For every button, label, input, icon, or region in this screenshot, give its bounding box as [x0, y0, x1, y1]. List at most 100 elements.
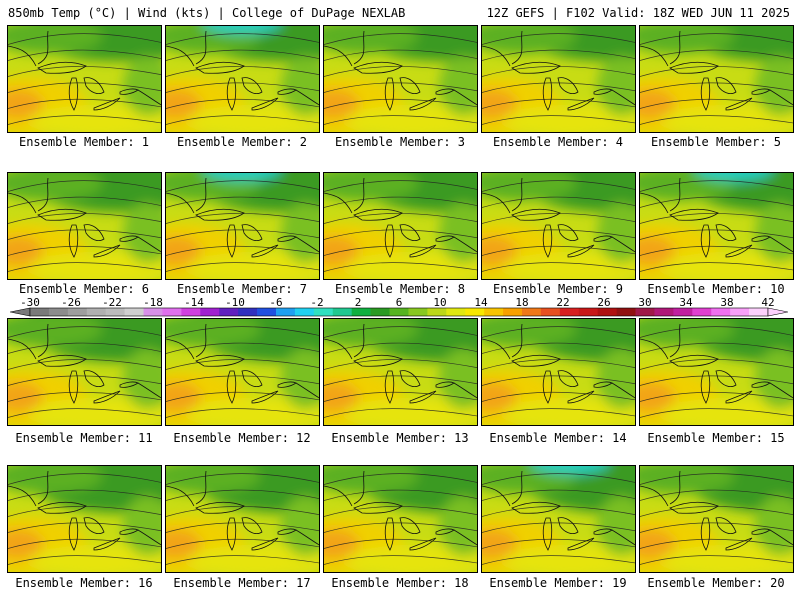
colorbar-swatch — [408, 308, 428, 316]
colorbar-tick-label: -26 — [61, 296, 81, 309]
colorbar-tick-label: 10 — [433, 296, 447, 309]
colorbar-swatch — [692, 308, 712, 316]
ensemble-member-label: Ensemble Member: 18 — [331, 576, 469, 590]
ensemble-member-map — [639, 318, 794, 426]
ensemble-member-map — [481, 465, 636, 573]
colorbar-swatch — [143, 308, 163, 316]
ensemble-member-label: Ensemble Member: 17 — [173, 576, 311, 590]
temperature-colorbar — [10, 307, 788, 317]
colorbar-swatch — [162, 308, 182, 316]
ensemble-member-map — [323, 465, 478, 573]
colorbar-swatch — [749, 308, 769, 316]
colorbar-swatch — [181, 308, 201, 316]
colorbar-tick-label: 2 — [354, 296, 362, 309]
ensemble-member-label: Ensemble Member: 20 — [647, 576, 785, 590]
ensemble-member-label: Ensemble Member: 12 — [173, 431, 311, 445]
colorbar-swatch — [635, 308, 655, 316]
ensemble-member-label: Ensemble Member: 15 — [647, 431, 785, 445]
ensemble-member-label: Ensemble Member: 8 — [334, 282, 466, 296]
colorbar-swatch — [540, 308, 561, 316]
ensemble-member-map — [639, 172, 794, 280]
ensemble-member-map — [481, 318, 636, 426]
map-plot — [640, 26, 793, 132]
colorbar-tick-label: 42 — [761, 296, 775, 309]
colorbar-tick-label: 6 — [395, 296, 403, 309]
map-plot — [640, 173, 793, 279]
map-plot — [482, 466, 635, 572]
colorbar-swatch — [351, 308, 372, 316]
ensemble-member-label: Ensemble Member: 9 — [492, 282, 624, 296]
ensemble-member-label: Ensemble Member: 16 — [15, 576, 153, 590]
colorbar-swatch — [597, 308, 618, 316]
colorbar-swatch — [616, 308, 636, 316]
map-plot — [166, 173, 319, 279]
colorbar-swatch — [730, 308, 750, 316]
ensemble-member-label: Ensemble Member: 11 — [15, 431, 153, 445]
colorbar-swatch — [578, 308, 599, 316]
ensemble-member-map — [639, 465, 794, 573]
colorbar-swatch — [124, 308, 144, 316]
ensemble-member-map — [481, 25, 636, 133]
colorbar-swatch — [219, 308, 239, 316]
colorbar-swatch — [332, 308, 353, 316]
colorbar-tick-label: 14 — [474, 296, 488, 309]
map-plot — [8, 466, 161, 572]
ensemble-member-map — [165, 465, 320, 573]
colorbar-tick-label: -30 — [20, 296, 40, 309]
colorbar-tick-label: -10 — [225, 296, 245, 309]
map-plot — [324, 319, 477, 425]
ensemble-member-map — [7, 465, 162, 573]
colorbar-swatch — [105, 308, 126, 316]
map-plot — [482, 26, 635, 132]
colorbar-swatch — [200, 308, 220, 316]
colorbar-swatch — [654, 308, 674, 316]
ensemble-member-map — [481, 172, 636, 280]
map-plot — [8, 26, 161, 132]
map-plot — [324, 466, 477, 572]
colorbar-tick-label: 38 — [720, 296, 734, 309]
map-plot — [640, 466, 793, 572]
ensemble-member-label: Ensemble Member: 19 — [489, 576, 627, 590]
colorbar-tick-label: -22 — [102, 296, 122, 309]
ensemble-member-label: Ensemble Member: 6 — [18, 282, 150, 296]
colorbar-swatch — [503, 308, 523, 316]
colorbar-swatch — [30, 308, 50, 316]
map-plot — [482, 173, 635, 279]
map-plot — [640, 319, 793, 425]
colorbar-swatch — [238, 308, 258, 316]
colorbar-swatch — [559, 308, 580, 316]
colorbar-swatch — [673, 308, 693, 316]
map-plot — [166, 319, 319, 425]
ensemble-member-map — [165, 25, 320, 133]
ensemble-member-label: Ensemble Member: 14 — [489, 431, 627, 445]
ensemble-member-label: Ensemble Member: 2 — [176, 135, 308, 149]
colorbar-swatch — [294, 308, 315, 316]
ensemble-member-label: Ensemble Member: 10 — [647, 282, 785, 296]
colorbar-swatch — [257, 308, 277, 316]
colorbar-swatch — [446, 308, 466, 316]
colorbar-tick-label: 22 — [556, 296, 570, 309]
colorbar-swatch — [276, 308, 296, 316]
ensemble-member-map — [7, 318, 162, 426]
ensemble-member-map — [639, 25, 794, 133]
map-plot — [8, 319, 161, 425]
colorbar-swatch — [313, 308, 334, 316]
ensemble-member-map — [7, 172, 162, 280]
colorbar-tick-label: -6 — [269, 296, 283, 309]
map-plot — [8, 173, 161, 279]
ensemble-member-label: Ensemble Member: 5 — [650, 135, 782, 149]
ensemble-member-label: Ensemble Member: 4 — [492, 135, 624, 149]
map-plot — [166, 26, 319, 132]
ensemble-member-label: Ensemble Member: 7 — [176, 282, 308, 296]
colorbar-swatch — [484, 308, 504, 316]
colorbar-swatch — [370, 308, 390, 316]
colorbar-swatch — [427, 308, 447, 316]
colorbar-tick-label: 30 — [638, 296, 652, 309]
header-run-info: 12Z GEFS | F102 Valid: 18Z WED JUN 11 20… — [486, 6, 790, 20]
ensemble-member-map — [165, 318, 320, 426]
colorbar-tick-label: -18 — [143, 296, 163, 309]
colorbar-swatch — [389, 308, 409, 316]
colorbar-swatch — [465, 308, 485, 316]
map-plot — [324, 173, 477, 279]
ensemble-member-map — [165, 172, 320, 280]
